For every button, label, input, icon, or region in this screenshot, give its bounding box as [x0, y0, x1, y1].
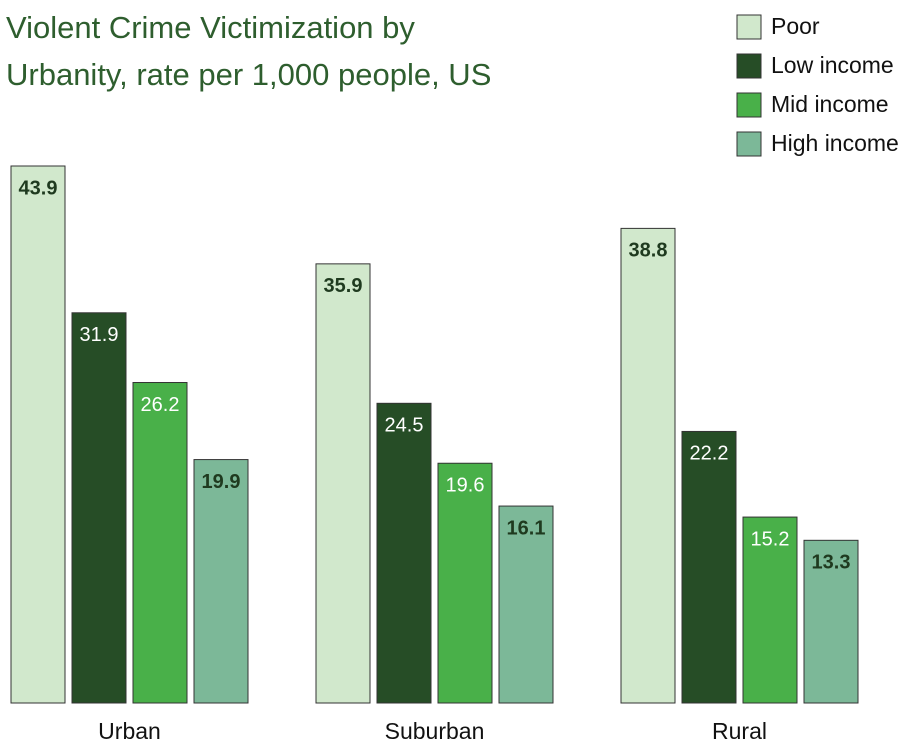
data-label: 35.9 — [324, 275, 363, 297]
legend-swatch — [736, 53, 762, 79]
x-tick-label: Suburban — [385, 718, 485, 744]
chart-title: Violent Crime Victimization by — [6, 10, 415, 45]
data-label: 13.3 — [812, 552, 851, 574]
bar — [10, 165, 66, 704]
data-label: 19.6 — [446, 475, 485, 497]
data-label: 24.5 — [385, 415, 424, 437]
legend-swatch — [736, 92, 762, 118]
bar — [498, 505, 554, 704]
legend-swatch — [736, 131, 762, 157]
bar — [376, 402, 432, 704]
legend-label: High income — [771, 130, 899, 156]
bar — [71, 312, 127, 704]
data-label: 38.8 — [629, 240, 668, 262]
bar — [437, 462, 493, 704]
data-label: 31.9 — [80, 324, 119, 346]
bar — [193, 459, 249, 704]
legend-label: Low income — [771, 52, 894, 78]
data-label: 19.9 — [202, 471, 241, 493]
x-tick-label: Urban — [98, 718, 161, 744]
bar — [620, 227, 676, 704]
bar — [803, 539, 859, 704]
data-label: 16.1 — [507, 517, 546, 539]
legend-label: Poor — [771, 13, 820, 39]
data-label: 15.2 — [751, 528, 790, 550]
bar — [681, 430, 737, 704]
chart-title: Urbanity, rate per 1,000 people, US — [6, 57, 491, 92]
bar — [315, 263, 371, 704]
legend-label: Mid income — [771, 91, 889, 117]
data-label: 43.9 — [19, 177, 58, 199]
x-tick-label: Rural — [712, 718, 767, 744]
legend-swatch — [736, 14, 762, 40]
data-label: 22.2 — [690, 443, 729, 465]
data-label: 26.2 — [141, 394, 180, 416]
bar — [742, 516, 798, 704]
bar — [132, 382, 188, 704]
